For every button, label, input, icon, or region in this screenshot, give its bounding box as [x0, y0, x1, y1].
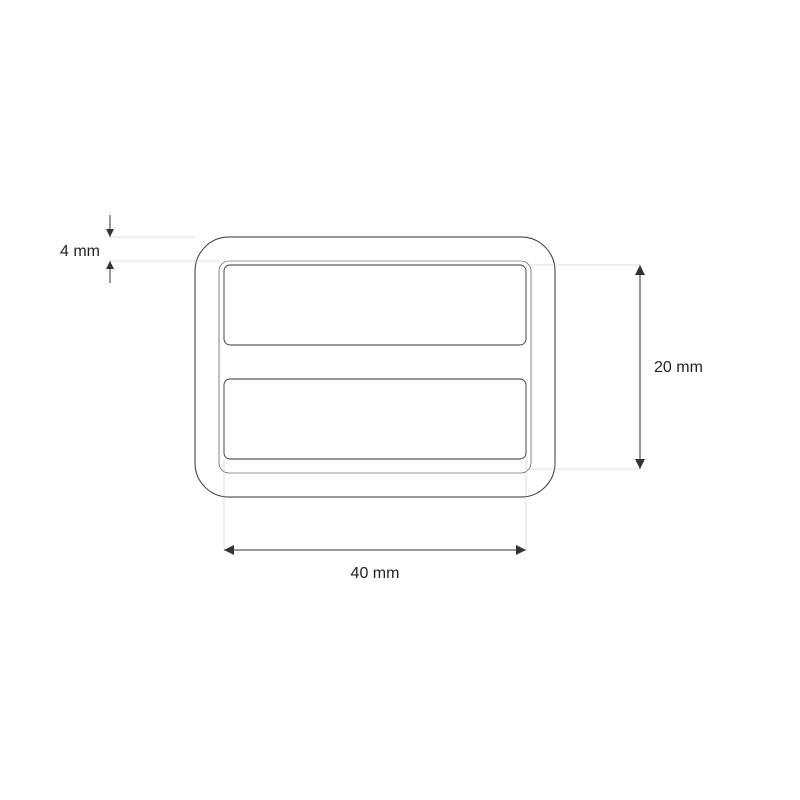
buckle-slot-bottom — [224, 379, 526, 459]
buckle-slot-top — [224, 265, 526, 345]
buckle-inner-edge — [219, 261, 531, 473]
dim-label-width: 40 mm — [351, 565, 400, 582]
dim-label-wall: 4 mm — [60, 243, 100, 260]
dim-label-height: 20 mm — [654, 359, 703, 376]
buckle-outer — [195, 237, 555, 497]
